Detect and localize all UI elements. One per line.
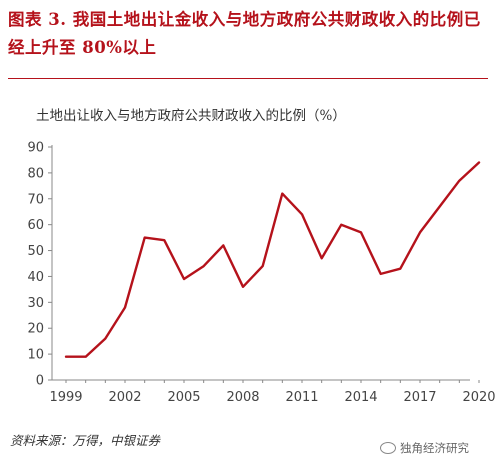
watermark: 独角经济研究: [380, 440, 469, 456]
x-tick-label: 2020: [462, 390, 495, 405]
series-line: [64, 161, 481, 358]
source-note: 资料来源：万得，中银证券: [10, 433, 161, 448]
x-tick-label: 2011: [285, 390, 318, 405]
x-tick-label: 1999: [49, 390, 82, 405]
y-tick-label: 10: [27, 348, 44, 363]
chart-title: 土地出让收入与地方政府公共财政收入的比例（%）: [36, 108, 346, 124]
figure-heading: 我国土地出让金收入与地方政府公共财政收入的比例已经上升至 80%以上: [8, 10, 481, 57]
wechat-icon: [380, 442, 396, 454]
x-tick-label: 2002: [108, 390, 141, 405]
x-tick-label: 2017: [403, 390, 436, 405]
y-tick-label: 60: [27, 218, 44, 233]
x-tick-label: 2005: [167, 390, 200, 405]
y-tick-label: 50: [27, 244, 44, 259]
title-divider: [8, 78, 488, 79]
x-tick-label: 2014: [344, 390, 377, 405]
y-tick-label: 20: [27, 322, 44, 337]
y-tick-label: 80: [27, 166, 44, 181]
figure-label: 图表 3.: [8, 10, 67, 29]
y-tick-label: 30: [27, 296, 44, 311]
y-tick-label: 90: [27, 141, 44, 156]
y-tick-label: 40: [27, 270, 44, 285]
x-tick-label: 2008: [226, 390, 259, 405]
watermark-text: 独角经济研究: [400, 441, 469, 455]
y-tick-label: 0: [36, 374, 44, 389]
y-tick-label: 70: [27, 192, 44, 207]
figure-title: 图表 3. 我国土地出让金收入与地方政府公共财政收入的比例已经上升至 80%以上: [8, 6, 493, 62]
